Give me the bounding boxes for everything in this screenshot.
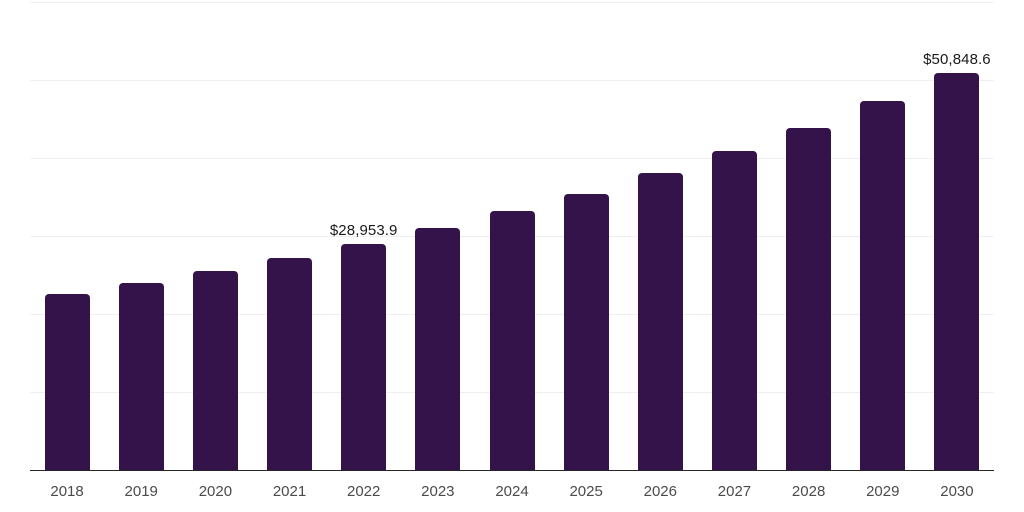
- bar-2021: [267, 258, 313, 470]
- x-tick-label-2025: 2025: [569, 483, 603, 500]
- bar-2019: [118, 283, 164, 470]
- x-tick-label-2021: 2021: [272, 483, 307, 500]
- x-axis-line: [30, 469, 994, 471]
- x-tick-label-2028: 2028: [791, 483, 826, 500]
- gridline-60000: [30, 2, 994, 3]
- x-tick-label-2019: 2019: [124, 483, 158, 500]
- bar-2027: [711, 151, 757, 470]
- bar-2018: [44, 294, 90, 470]
- bar-2026: [637, 173, 683, 470]
- bar-2029: [860, 101, 906, 470]
- gridline-40000: [30, 158, 994, 159]
- x-tick-label-2024: 2024: [495, 483, 529, 500]
- x-tick-label-2026: 2026: [643, 483, 677, 500]
- bar-2023: [415, 228, 461, 470]
- data-label-2022: $28,953.9: [329, 222, 398, 240]
- plot-area: $28,953.9 $50,848.6: [30, 2, 994, 471]
- bar-2024: [489, 210, 535, 470]
- x-tick-label-2018: 2018: [50, 483, 84, 500]
- x-tick-label-2027: 2027: [717, 483, 752, 500]
- x-tick-label-2023: 2023: [421, 483, 455, 500]
- bar-2022: [341, 244, 387, 470]
- data-label-2030: $50,848.6: [923, 51, 991, 69]
- bar-2020: [192, 271, 238, 470]
- x-tick-label-2022: 2022: [347, 483, 381, 500]
- x-tick-label-2020: 2020: [198, 483, 233, 500]
- x-tick-label-2029: 2029: [866, 483, 900, 500]
- bar-2025: [563, 193, 609, 470]
- x-tick-label-2030: 2030: [940, 483, 974, 500]
- bar-2028: [786, 128, 832, 470]
- bar-2030: [934, 73, 980, 470]
- gridline-50000: [30, 80, 994, 81]
